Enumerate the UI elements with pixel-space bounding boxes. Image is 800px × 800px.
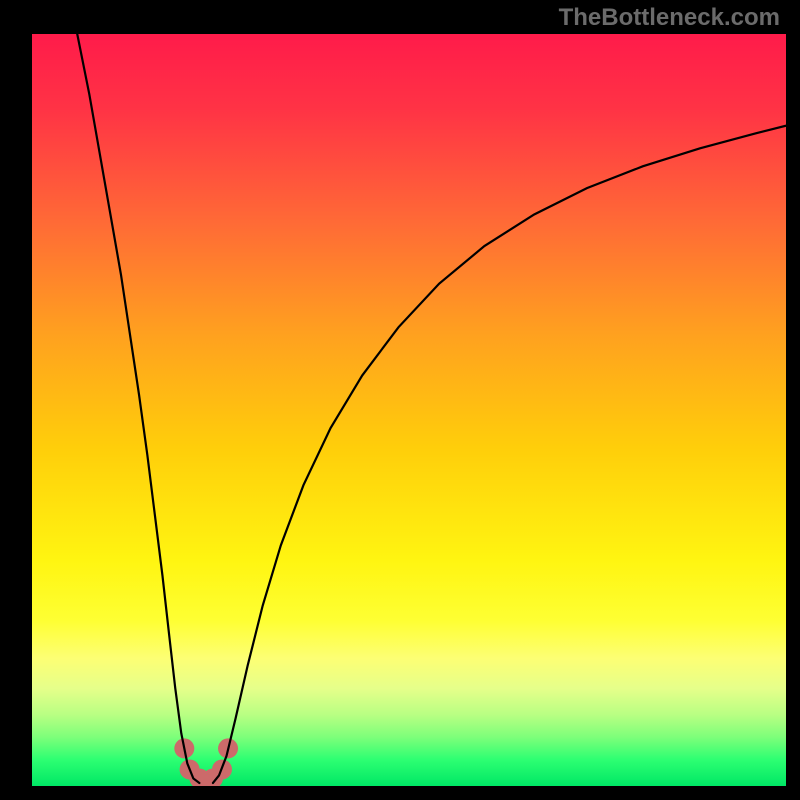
right-curve: [213, 126, 786, 783]
curves-layer: [32, 34, 786, 786]
left-curve: [77, 34, 199, 783]
plot-area: [32, 34, 786, 786]
watermark-text: TheBottleneck.com: [559, 4, 780, 32]
